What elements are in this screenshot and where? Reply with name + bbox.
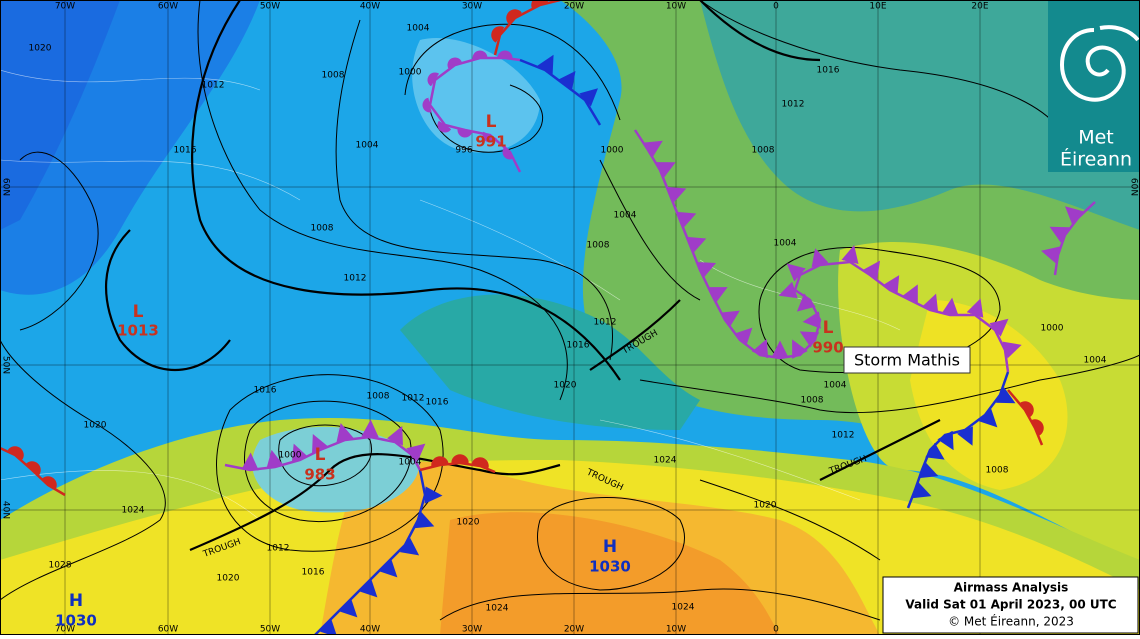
pressure-value: 991: [475, 133, 506, 151]
isobar-label: 1012: [402, 394, 425, 404]
isobar-label: 1008: [367, 392, 390, 402]
longitude-label: 10W: [666, 2, 686, 12]
isobar-label: 1024: [654, 456, 677, 466]
high-symbol: H: [69, 591, 83, 611]
isobar-label: 1016: [567, 341, 590, 351]
isobar-label: 1012: [832, 431, 855, 441]
isobar-label: 1008: [801, 396, 824, 406]
longitude-label: 10E: [869, 2, 886, 12]
isobar-label: 1020: [754, 501, 777, 511]
isobar-label: 1000: [399, 68, 422, 78]
low-symbol: L: [133, 302, 144, 322]
isobar-label: 1020: [457, 518, 480, 528]
fronts: [0, 0, 1096, 638]
info-box: Airmass Analysis Valid Sat 01 April 2023…: [882, 576, 1139, 634]
low-symbol: L: [486, 112, 497, 132]
info-title: Airmass Analysis: [954, 581, 1069, 595]
storm-callout: Storm Mathis: [843, 346, 971, 374]
isobar-label: 1016: [254, 386, 277, 396]
longitude-label: 50W: [260, 625, 280, 635]
isobar-label: 1016: [174, 146, 197, 156]
longitude-label: 50W: [260, 2, 280, 12]
longitude-label: 20W: [564, 625, 584, 635]
pressure-value: 990: [812, 339, 843, 357]
isobar-label: 1020: [84, 421, 107, 431]
isobar-label: 1008: [311, 224, 334, 234]
isobar-labels: 1020 1016 1012 1008 1004 1000 996 1000 1…: [29, 24, 1107, 614]
latitude-label: 40N: [1, 501, 11, 519]
longitude-label: 30W: [462, 2, 482, 12]
isobar-label: 1024: [672, 603, 695, 613]
isobar-label: 1004: [407, 24, 430, 34]
isobar-label: 1004: [356, 141, 379, 151]
logo-text: Met: [1078, 127, 1114, 149]
isobar-label: 1004: [1084, 356, 1107, 366]
longitude-label: 0: [773, 2, 779, 12]
isobar-label: 1016: [817, 66, 840, 76]
isobar-label: 1008: [986, 466, 1009, 476]
info-valid-time: Valid Sat 01 April 2023, 00 UTC: [905, 598, 1116, 612]
isobar-label: 1004: [399, 458, 422, 468]
latitude-label: 60N: [1, 178, 11, 196]
isobar-label: 1000: [1041, 324, 1064, 334]
longitude-label: 70W: [55, 2, 75, 12]
latitude-label: 60N: [1129, 178, 1139, 196]
isobar-label: 1008: [322, 71, 345, 81]
isobar-label: 1000: [601, 146, 624, 156]
isobar-label: 1012: [267, 544, 290, 554]
isobar-label: 1024: [486, 604, 509, 614]
longitude-label: 20E: [971, 2, 988, 12]
pressure-value: 1030: [589, 558, 631, 576]
high-symbol: H: [603, 537, 617, 557]
isobar-label: 1028: [49, 561, 72, 571]
isobar-label: 996: [455, 146, 472, 156]
isobar-label: 1000: [279, 451, 302, 461]
longitude-label: 60W: [158, 2, 178, 12]
pressure-centres: L 1013 L 991 L 990 L 983 H 1030 H 1030: [55, 112, 844, 630]
isobar-label: 1016: [426, 398, 449, 408]
isobar-label: 1004: [614, 211, 637, 221]
logo-text: Éireann: [1060, 148, 1132, 171]
latitude-label: 50N: [1, 356, 11, 374]
isobar-label: 1004: [824, 381, 847, 391]
info-copyright: © Met Éireann, 2023: [948, 614, 1074, 629]
longitude-label: 20W: [564, 2, 584, 12]
logo: Met Éireann: [1048, 0, 1140, 172]
isobar-label: 1012: [594, 318, 617, 328]
isobar-label: 1008: [587, 241, 610, 251]
isobar-label: 1020: [217, 574, 240, 584]
pressure-value: 1030: [55, 612, 97, 630]
isobar-label: 1020: [554, 381, 577, 391]
pressure-value: 1013: [117, 322, 159, 340]
pressure-value: 983: [304, 466, 335, 484]
longitude-label: 0: [773, 625, 779, 635]
longitude-label: 70W: [55, 625, 75, 635]
longitude-label: 30W: [462, 625, 482, 635]
longitude-label: 40W: [360, 2, 380, 12]
isobar-label: 1012: [344, 274, 367, 284]
isobar-label: 1020: [29, 44, 52, 54]
longitude-label: 10W: [666, 625, 686, 635]
isobar-label: 1004: [774, 239, 797, 249]
isobar-label: 1008: [752, 146, 775, 156]
low-symbol: L: [315, 445, 326, 465]
low-symbol: L: [823, 318, 834, 338]
isobar-label: 1012: [782, 100, 805, 110]
longitude-label: 40W: [360, 625, 380, 635]
isobar-label: 1024: [122, 506, 145, 516]
isobar-label: 1012: [202, 81, 225, 91]
storm-label: Storm Mathis: [854, 351, 960, 370]
isobar-label: 1016: [302, 568, 325, 578]
longitude-label: 60W: [158, 625, 178, 635]
